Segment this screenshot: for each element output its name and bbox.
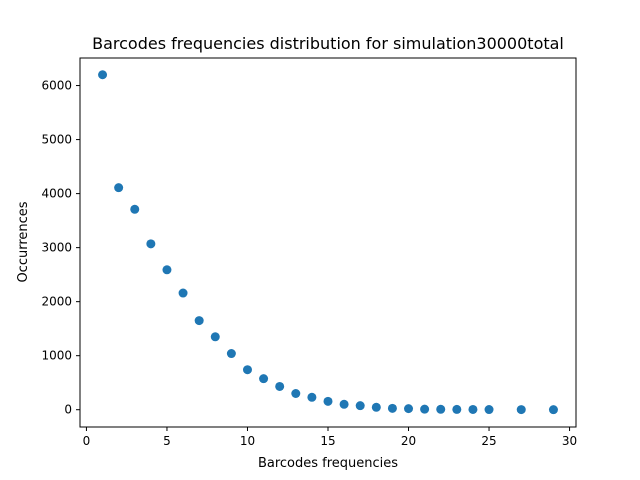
x-tick-label-25: 25: [481, 434, 496, 448]
data-point-5: [162, 265, 172, 275]
data-point-12: [275, 381, 285, 391]
data-point-1: [98, 70, 108, 80]
y-axis-label: Occurrences: [16, 201, 31, 282]
x-tick-label-10: 10: [240, 434, 255, 448]
data-point-11: [259, 374, 269, 384]
data-point-27: [548, 405, 558, 415]
data-point-16: [339, 399, 349, 409]
data-point-26: [516, 405, 526, 415]
y-tick-label-2000: 2000: [41, 295, 72, 309]
x-axis-label: Barcodes frequencies: [258, 456, 398, 471]
data-point-22: [436, 404, 446, 414]
y-tick-label-1000: 1000: [41, 349, 72, 363]
y-tick-label-4000: 4000: [41, 187, 72, 201]
data-point-17: [355, 401, 365, 411]
x-tick-label-0: 0: [83, 434, 91, 448]
data-point-13: [291, 389, 301, 398]
x-axis: 0 5 10 15 20 25 30: [83, 427, 577, 448]
data-point-9: [226, 349, 236, 359]
y-tick-label-6000: 6000: [41, 79, 72, 93]
x-tick-label-30: 30: [562, 434, 577, 448]
y-axis: 0 1000 2000 3000 4000 5000 6000: [41, 79, 80, 417]
data-point-2: [114, 183, 124, 193]
data-point-15: [323, 396, 333, 406]
y-tick-label-3000: 3000: [41, 241, 72, 255]
y-tick-label-5000: 5000: [41, 133, 72, 147]
data-point-7: [194, 316, 204, 326]
data-point-8: [210, 332, 220, 342]
chart-title: Barcodes frequencies distribution for si…: [92, 34, 564, 53]
data-point-20: [404, 404, 414, 414]
data-point-24: [468, 404, 478, 414]
data-point-14: [307, 392, 317, 402]
x-tick-label-15: 15: [320, 434, 335, 448]
data-point-4: [146, 239, 156, 249]
data-point-3: [130, 204, 140, 214]
data-point-21: [420, 404, 430, 414]
data-point-6: [178, 288, 188, 298]
data-point-10: [242, 365, 252, 375]
data-point-25: [484, 405, 494, 415]
data-point-19: [387, 403, 397, 413]
data-point-18: [371, 402, 381, 412]
x-tick-label-5: 5: [163, 434, 171, 448]
y-tick-label-0: 0: [64, 403, 72, 417]
data-point-23: [452, 404, 462, 414]
data-points: [98, 70, 558, 415]
x-tick-label-20: 20: [401, 434, 416, 448]
